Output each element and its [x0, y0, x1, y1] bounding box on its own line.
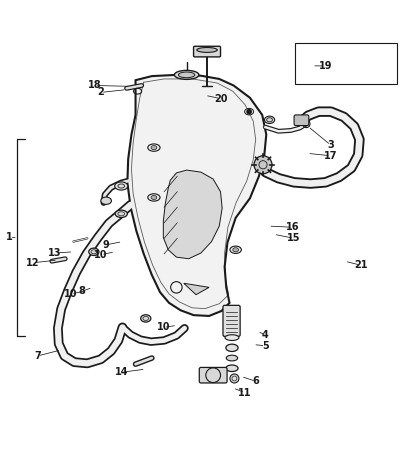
Text: 18: 18	[88, 80, 101, 91]
Text: 1: 1	[6, 232, 13, 243]
Text: 17: 17	[323, 151, 337, 161]
Text: 6: 6	[252, 376, 259, 386]
Ellipse shape	[115, 210, 127, 218]
Text: 14: 14	[114, 367, 128, 377]
Ellipse shape	[88, 248, 99, 256]
Text: 10: 10	[94, 250, 107, 260]
Ellipse shape	[244, 108, 253, 115]
Text: 10: 10	[156, 323, 170, 332]
Text: 21: 21	[353, 260, 367, 270]
Ellipse shape	[196, 48, 217, 52]
Circle shape	[254, 156, 271, 174]
Ellipse shape	[229, 246, 241, 254]
Bar	[294, 43, 396, 84]
Text: 10: 10	[64, 289, 78, 299]
Ellipse shape	[147, 144, 160, 151]
Text: 15: 15	[287, 233, 300, 243]
Text: 2: 2	[97, 87, 104, 97]
Text: 16: 16	[285, 222, 299, 232]
Text: 7: 7	[34, 351, 41, 361]
FancyBboxPatch shape	[293, 115, 308, 125]
Polygon shape	[163, 170, 222, 259]
Ellipse shape	[147, 194, 160, 201]
Polygon shape	[127, 75, 265, 316]
Ellipse shape	[151, 195, 156, 200]
Ellipse shape	[174, 70, 198, 79]
Text: 20: 20	[213, 94, 227, 104]
FancyBboxPatch shape	[193, 46, 220, 57]
Text: 5: 5	[261, 341, 268, 351]
Ellipse shape	[225, 365, 238, 371]
Ellipse shape	[232, 248, 238, 252]
Ellipse shape	[225, 335, 238, 341]
Ellipse shape	[178, 72, 194, 78]
Ellipse shape	[264, 116, 274, 124]
Text: 3: 3	[327, 140, 333, 150]
Text: 13: 13	[48, 248, 61, 258]
Text: 11: 11	[238, 388, 251, 398]
Polygon shape	[183, 283, 209, 294]
Text: 4: 4	[261, 330, 268, 340]
Ellipse shape	[226, 355, 237, 361]
Text: 12: 12	[26, 258, 39, 268]
Circle shape	[246, 109, 252, 114]
Ellipse shape	[115, 182, 128, 190]
Ellipse shape	[229, 374, 238, 383]
Ellipse shape	[101, 197, 111, 204]
Ellipse shape	[151, 145, 156, 150]
Ellipse shape	[225, 344, 238, 352]
FancyBboxPatch shape	[199, 368, 227, 383]
Text: 8: 8	[78, 286, 85, 296]
Text: 9: 9	[103, 240, 109, 250]
Text: 19: 19	[318, 61, 331, 71]
FancyBboxPatch shape	[222, 305, 240, 336]
Ellipse shape	[140, 315, 151, 322]
